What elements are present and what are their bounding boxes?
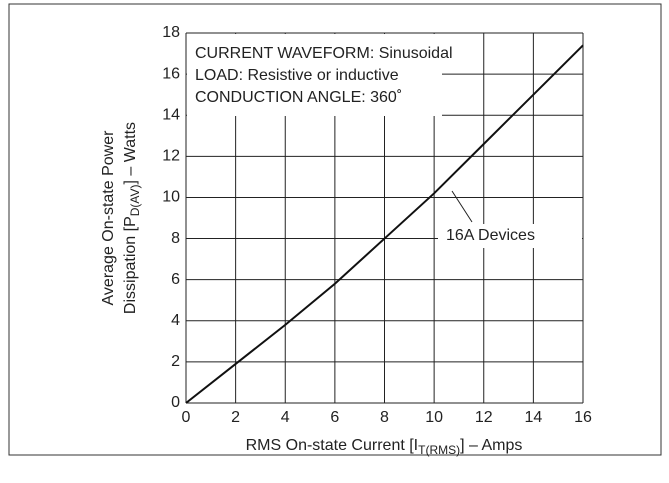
y-axis-label-line: Average On-state Power xyxy=(100,130,117,306)
annotation: CONDUCTION ANGLE: 360˚ xyxy=(195,89,402,106)
x-tick-label: 8 xyxy=(380,409,389,426)
y-tick-label: 0 xyxy=(171,394,180,411)
y-tick-label: 16 xyxy=(162,65,180,82)
x-tick-label: 10 xyxy=(425,409,443,426)
annotation: CURRENT WAVEFORM: Sinusoidal xyxy=(195,45,453,62)
x-tick-label: 4 xyxy=(281,409,290,426)
x-tick-label: 16 xyxy=(574,409,592,426)
y-tick-label: 6 xyxy=(171,271,180,288)
y-tick-label: 2 xyxy=(171,353,180,370)
y-tick-label: 14 xyxy=(162,106,180,123)
y-tick-label: 8 xyxy=(171,230,180,247)
x-tick-label: 6 xyxy=(330,409,339,426)
x-axis-label: RMS On-state Current [IT(RMS)] – Amps xyxy=(246,437,523,457)
y-axis-label: Average On-state Power Dissipation [PD(A… xyxy=(100,122,142,314)
series-line xyxy=(185,44,584,404)
x-tick-label: 14 xyxy=(524,409,542,426)
x-tick-label: 12 xyxy=(475,409,493,426)
series-label-box xyxy=(438,224,582,248)
x-tick-label: 2 xyxy=(231,409,240,426)
leader-line xyxy=(451,190,473,223)
annotation-box xyxy=(187,34,442,116)
y-tick-label: 4 xyxy=(171,312,180,329)
y-tick-label: 10 xyxy=(162,189,180,206)
y-tick-label: 12 xyxy=(162,148,180,165)
annotation: LOAD: Resistive or inductive xyxy=(195,67,399,84)
y-axis-label-line: Dissipation [PD(AV)] – Watts xyxy=(122,122,142,314)
frame xyxy=(8,3,662,456)
x-tick-label: 0 xyxy=(182,409,191,426)
y-tick-label: 18 xyxy=(162,24,180,41)
series-label: 16A Devices xyxy=(446,227,535,244)
